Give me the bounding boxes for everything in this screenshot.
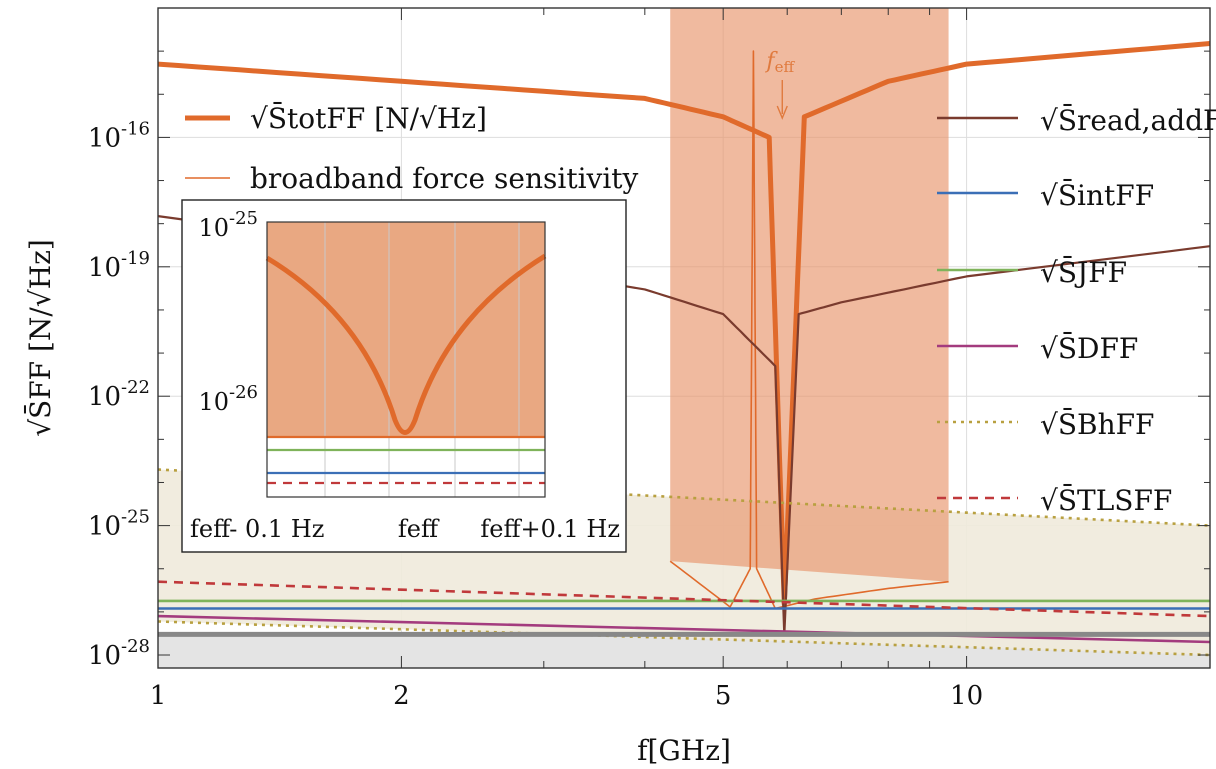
y-axis: 10-16 10-19 10-22 10-25 10-28 xyxy=(88,50,1210,671)
legend-label-3: √S̄DFF xyxy=(1040,331,1138,365)
legend-label-4: √S̄BhFF xyxy=(1040,407,1155,441)
y-tick-label: 10-19 xyxy=(88,248,150,283)
legend-label-0: √S̄read,addFF xyxy=(1040,103,1216,137)
plot-frame xyxy=(157,7,1211,669)
x-axis: 1 2 5 10 xyxy=(150,8,1211,711)
inset-y-label-mid: 10-26 xyxy=(198,382,258,416)
inset-x-label-mid: feff xyxy=(398,515,440,543)
series-broadband xyxy=(669,50,949,610)
legend-label-tot: √S̄totFF [N/√Hz] xyxy=(250,101,487,135)
inset-band xyxy=(267,222,545,437)
inset-frame xyxy=(266,221,546,498)
y-axis-label: √S̄FF [N/√Hz] xyxy=(23,239,57,437)
feff-arrow-head xyxy=(776,105,788,120)
y-tick-label: 10-16 xyxy=(88,118,150,153)
legend-label-2: √S̄JFF xyxy=(1040,255,1127,289)
inset-y-label-top: 10-25 xyxy=(198,208,258,242)
y-tick-label: 10-28 xyxy=(88,636,150,671)
inset-tot-curve xyxy=(265,253,547,435)
x-tick-label: 1 xyxy=(150,681,167,711)
x-axis-label: f[GHz] xyxy=(637,734,731,767)
sensitivity-band xyxy=(670,8,949,582)
x-tick-label: 5 xyxy=(715,681,732,711)
legend-label-1: √S̄intFF xyxy=(1040,178,1154,212)
x-tick-label: 10 xyxy=(950,681,983,711)
y-tick-label: 10-22 xyxy=(88,377,150,412)
inset-x-label-left: feff- 0.1 Hz xyxy=(190,515,324,543)
y-tick-label: 10-25 xyxy=(88,507,150,542)
plot-area xyxy=(158,8,1210,668)
legend-label-5: √S̄TLSFF xyxy=(1040,483,1172,517)
series-tot xyxy=(158,41,1210,607)
legend-label-broadband: broadband force sensitivity xyxy=(250,162,639,195)
series-D xyxy=(158,614,1210,644)
x-tick-label: 2 xyxy=(393,681,410,711)
inset-x-label-right: feff+0.1 Hz xyxy=(480,515,620,543)
